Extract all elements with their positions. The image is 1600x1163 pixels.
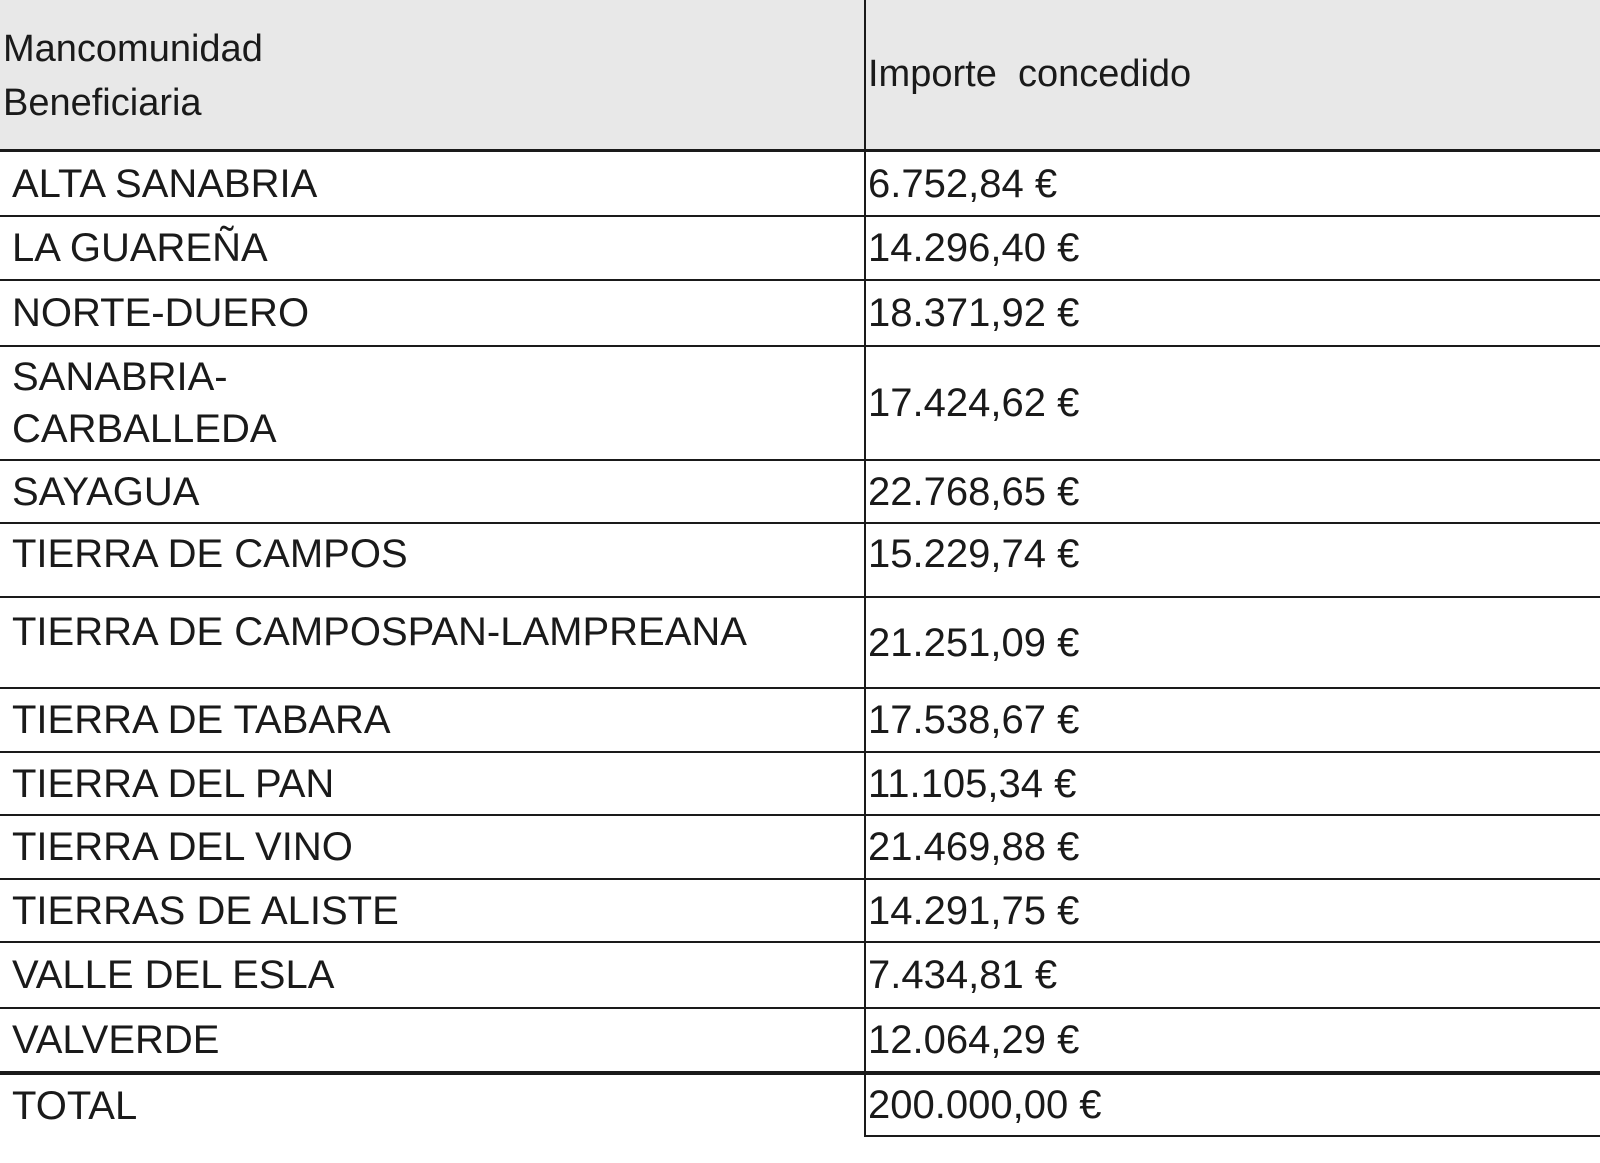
header-beneficiary: Mancomunidad Beneficiaria xyxy=(0,0,866,149)
total-amount: 200.000,00 € xyxy=(866,1075,1600,1137)
row-name: SANABRIA- CARBALLEDA xyxy=(0,347,866,459)
row-amount: 6.752,84 € xyxy=(868,161,1058,206)
header-beneficiary-line1: Mancomunidad xyxy=(3,28,263,70)
row-amount: 21.469,88 € xyxy=(868,825,1080,869)
row-name: ALTA SANABRIA xyxy=(0,152,866,215)
table-row: TIERRA DEL PAN 11.105,34 € xyxy=(0,753,1600,816)
row-name: TIERRA DEL VINO xyxy=(0,816,866,878)
table-row: LA GUAREÑA 14.296,40 € xyxy=(0,217,1600,281)
row-name: TIERRA DE TABARA xyxy=(0,689,866,751)
row-amount: 11.105,34 € xyxy=(868,761,1077,806)
grants-table: Mancomunidad Beneficiaria Importe conced… xyxy=(0,0,1600,1137)
table-row: TIERRAS DE ALISTE 14.291,75 € xyxy=(0,880,1600,943)
row-name: SAYAGUA xyxy=(0,461,866,522)
table-row: SANABRIA- CARBALLEDA 17.424,62 € xyxy=(0,347,1600,461)
table-row: TIERRA DE CAMPOSPAN-LAMPREANA 21.251,09 … xyxy=(0,598,1600,689)
row-name-line1: SANABRIA- xyxy=(12,355,228,399)
row-amount: 18.371,92 € xyxy=(868,291,1080,335)
row-name: VALVERDE xyxy=(0,1009,866,1071)
table-row: TIERRA DE CAMPOS 15.229,74 € xyxy=(0,524,1600,598)
table-row: NORTE-DUERO 18.371,92 € xyxy=(0,281,1600,347)
row-name: LA GUAREÑA xyxy=(0,217,866,279)
table-row: VALVERDE 12.064,29 € xyxy=(0,1009,1600,1075)
header-amount: Importe concedido xyxy=(868,52,1192,95)
row-amount: 7.434,81 € xyxy=(868,953,1058,997)
row-amount: 21.251,09 € xyxy=(868,620,1080,665)
row-amount: 12.064,29 € xyxy=(868,1018,1080,1062)
table-row: SAYAGUA 22.768,65 € xyxy=(0,461,1600,524)
total-label: TOTAL xyxy=(0,1075,866,1137)
table-header: Mancomunidad Beneficiaria Importe conced… xyxy=(0,0,1600,152)
header-beneficiary-line2: Beneficiaria xyxy=(3,82,202,124)
row-name: NORTE-DUERO xyxy=(0,281,866,345)
row-amount: 22.768,65 € xyxy=(868,469,1080,514)
row-amount: 17.538,67 € xyxy=(868,698,1080,742)
row-amount: 15.229,74 € xyxy=(868,532,1080,576)
row-name: TIERRAS DE ALISTE xyxy=(0,880,866,941)
row-amount: 17.424,62 € xyxy=(868,381,1080,425)
row-amount: 14.296,40 € xyxy=(868,226,1080,270)
row-amount: 14.291,75 € xyxy=(868,888,1080,933)
table-row: ALTA SANABRIA 6.752,84 € xyxy=(0,152,1600,217)
table-row: TIERRA DEL VINO 21.469,88 € xyxy=(0,816,1600,880)
row-name: TIERRA DEL PAN xyxy=(0,753,866,814)
row-name: VALLE DEL ESLA xyxy=(0,943,866,1007)
row-name: TIERRA DE CAMPOS xyxy=(0,524,866,596)
row-name: TIERRA DE CAMPOSPAN-LAMPREANA xyxy=(0,598,866,687)
table-row: VALLE DEL ESLA 7.434,81 € xyxy=(0,943,1600,1009)
table-row: TIERRA DE TABARA 17.538,67 € xyxy=(0,689,1600,753)
total-row: TOTAL 200.000,00 € xyxy=(0,1075,1600,1137)
row-name-line2: CARBALLEDA xyxy=(12,407,277,451)
